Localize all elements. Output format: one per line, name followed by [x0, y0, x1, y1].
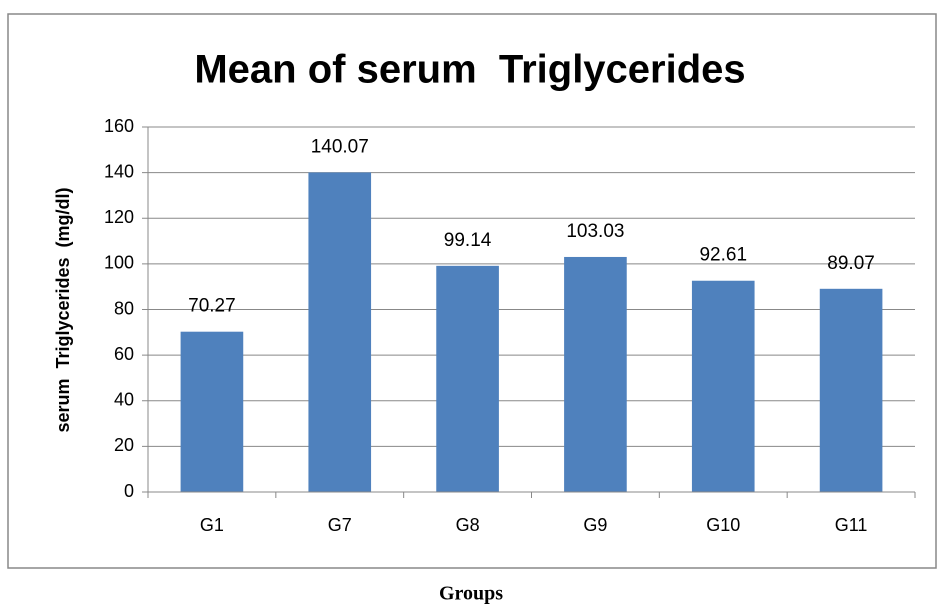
x-tick-label: G11	[835, 515, 868, 535]
data-label: 70.27	[188, 296, 236, 317]
data-label: 99.14	[444, 230, 492, 251]
y-tick-label: 0	[124, 481, 134, 501]
chart-title: Mean of serum Triglycerides	[194, 48, 745, 92]
bar	[436, 265, 499, 492]
bar	[691, 280, 755, 492]
y-tick-label: 160	[104, 116, 134, 136]
x-tick-label: G7	[328, 515, 352, 535]
y-tick-label: 100	[104, 253, 134, 273]
y-tick-label: 80	[114, 298, 134, 318]
x-tick-label: G1	[200, 515, 224, 535]
data-label: 103.03	[566, 221, 624, 242]
y-tick-label: 120	[104, 207, 134, 227]
x-axis-label: Groups	[439, 583, 503, 605]
y-axis-label: serum Triglycerides (mg/dl)	[53, 187, 73, 432]
bar	[308, 172, 372, 492]
x-tick-label: G10	[706, 515, 740, 535]
x-tick-label: G9	[583, 515, 607, 535]
y-tick-label: 20	[114, 435, 134, 455]
x-tick-label: G8	[456, 515, 480, 535]
bar	[819, 288, 883, 492]
bar	[564, 256, 627, 492]
data-label: 92.61	[699, 245, 747, 266]
data-label: 140.07	[311, 136, 369, 157]
y-tick-label: 40	[114, 390, 134, 410]
y-tick-label: 140	[104, 161, 134, 181]
data-label: 89.07	[827, 253, 875, 274]
y-tick-label: 60	[114, 344, 134, 364]
bar	[180, 331, 244, 492]
